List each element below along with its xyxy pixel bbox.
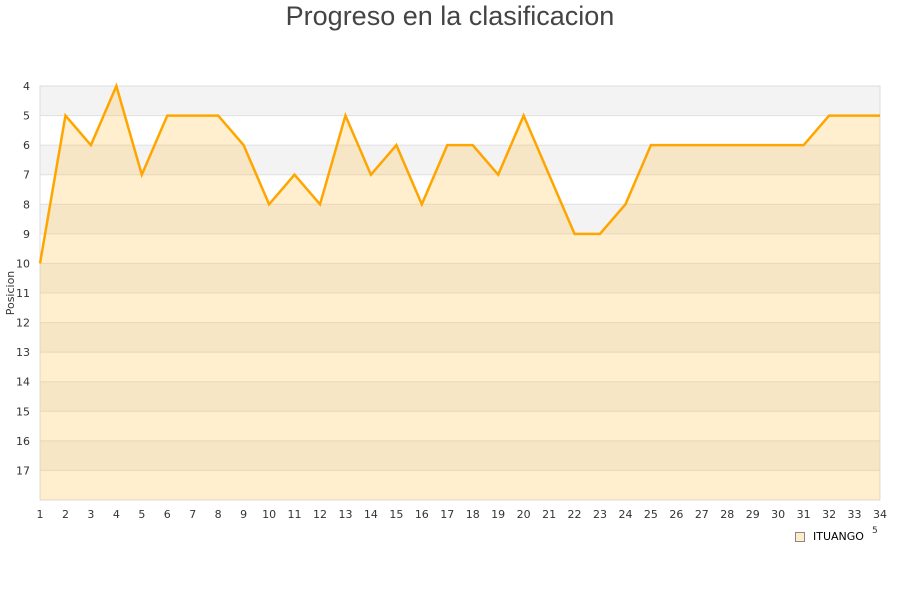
x-tick-label: 30 — [771, 508, 785, 521]
legend[interactable]: ITUANGO — [795, 530, 864, 543]
x-tick-label: 11 — [288, 508, 302, 521]
grid-band — [40, 263, 880, 293]
x-tick-label: 3 — [87, 508, 94, 521]
x-tick-label: 29 — [746, 508, 760, 521]
y-tick-label: 8 — [23, 198, 30, 211]
y-tick-label: 6 — [23, 139, 30, 152]
grid-band — [40, 470, 880, 500]
y-tick-label: 17 — [16, 464, 30, 477]
x-tick-label: 18 — [466, 508, 480, 521]
x-tick-label: 31 — [797, 508, 811, 521]
series-area — [40, 86, 880, 500]
y-tick-label: 4 — [23, 80, 30, 93]
grid-band — [40, 293, 880, 323]
y-tick-label: 11 — [16, 287, 30, 300]
y-tick-label: 12 — [16, 317, 30, 330]
y-axis-label: Posicion — [4, 271, 17, 316]
legend-extra-text: 5 — [872, 526, 878, 536]
plot-border — [39, 85, 881, 501]
x-tick-label: 9 — [240, 508, 247, 521]
x-tick-label: 7 — [189, 508, 196, 521]
x-tick-label: 23 — [593, 508, 607, 521]
x-tick-label: 22 — [568, 508, 582, 521]
x-tick-label: 34 — [873, 508, 887, 521]
x-tick-label: 14 — [364, 508, 378, 521]
x-tick-label: 24 — [618, 508, 632, 521]
x-tick-label: 21 — [542, 508, 556, 521]
grid-band — [40, 322, 880, 353]
grid-band — [40, 145, 880, 175]
x-tick-label: 8 — [215, 508, 222, 521]
x-tick-label: 1 — [37, 508, 44, 521]
x-tick-label: 6 — [164, 508, 171, 521]
grid-band — [40, 440, 880, 471]
x-tick-label: 5 — [138, 508, 145, 521]
x-tick-label: 4 — [113, 508, 120, 521]
grid-band — [40, 352, 880, 382]
x-tick-label: 32 — [822, 508, 836, 521]
grid-band — [40, 233, 880, 264]
grid-band — [40, 174, 880, 205]
grid-band — [40, 411, 880, 441]
x-tick-label: 25 — [644, 508, 658, 521]
x-tick-label: 19 — [491, 508, 505, 521]
x-tick-label: 17 — [440, 508, 454, 521]
x-tick-label: 2 — [62, 508, 69, 521]
series-line — [38, 82, 880, 264]
y-tick-label: 9 — [23, 228, 30, 241]
x-tick-label: 33 — [848, 508, 862, 521]
grid-band — [40, 115, 880, 146]
chart-title: Progreso en la clasificacion — [285, 1, 615, 31]
x-tick-label: 27 — [695, 508, 709, 521]
legend-swatch — [795, 531, 805, 542]
y-tick-label: 5 — [23, 110, 30, 123]
x-tick-label: 16 — [415, 508, 429, 521]
y-tick-label: 16 — [16, 435, 30, 448]
grid-band — [40, 204, 880, 234]
y-tick-label: 10 — [16, 257, 30, 270]
x-tick-label: 28 — [720, 508, 734, 521]
legend-label: ITUANGO — [813, 530, 864, 543]
x-tick-label: 10 — [262, 508, 276, 521]
y-tick-label: 14 — [16, 376, 30, 389]
x-tick-label: 15 — [389, 508, 403, 521]
y-tick-label: 15 — [16, 405, 30, 418]
x-tick-label: 26 — [669, 508, 683, 521]
x-tick-label: 12 — [313, 508, 327, 521]
y-tick-label: 13 — [16, 346, 30, 359]
x-tick-label: 20 — [517, 508, 531, 521]
y-tick-label: 7 — [23, 169, 30, 182]
grid-band — [40, 381, 880, 412]
x-tick-label: 13 — [338, 508, 352, 521]
grid-band — [40, 86, 880, 116]
